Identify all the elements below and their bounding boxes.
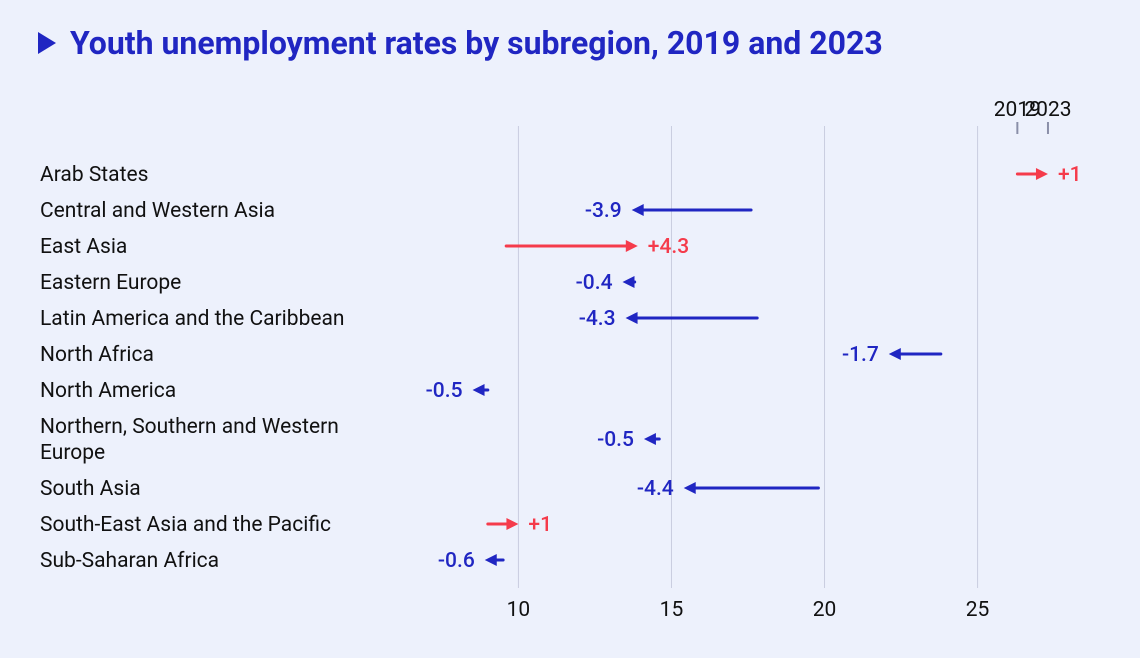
svg-text:South-East Asia and the Pacifi: South-East Asia and the Pacific xyxy=(40,513,331,537)
chart-plot-area: 1015202520192023Arab States+1Central and… xyxy=(40,100,1110,620)
svg-text:Eastern Europe: Eastern Europe xyxy=(40,271,181,295)
svg-text:-4.3: -4.3 xyxy=(579,307,616,331)
svg-text:South Asia: South Asia xyxy=(40,477,141,501)
chart-svg: 1015202520192023Arab States+1Central and… xyxy=(40,100,1110,620)
svg-text:-3.9: -3.9 xyxy=(585,199,622,223)
svg-text:Northern, Southern and Western: Northern, Southern and Western xyxy=(40,415,339,439)
svg-text:+4.3: +4.3 xyxy=(648,235,689,259)
triangle-marker-icon xyxy=(38,32,56,54)
svg-text:-1.7: -1.7 xyxy=(842,343,879,367)
svg-text:+1: +1 xyxy=(528,513,552,537)
svg-text:-0.4: -0.4 xyxy=(576,271,613,295)
svg-text:Europe: Europe xyxy=(40,441,105,465)
svg-text:+1: +1 xyxy=(1058,163,1082,187)
svg-text:North Africa: North Africa xyxy=(40,343,154,367)
svg-text:Arab States: Arab States xyxy=(40,163,148,187)
svg-text:Central and Western Asia: Central and Western Asia xyxy=(40,199,275,223)
svg-text:-4.4: -4.4 xyxy=(637,477,674,501)
svg-text:15: 15 xyxy=(660,598,684,622)
svg-text:East Asia: East Asia xyxy=(40,235,127,259)
svg-text:20: 20 xyxy=(813,598,837,622)
svg-text:North America: North America xyxy=(40,379,176,403)
svg-text:10: 10 xyxy=(507,598,531,622)
svg-text:-0.5: -0.5 xyxy=(426,379,463,403)
chart-title: Youth unemployment rates by subregion, 2… xyxy=(70,24,883,62)
svg-text:Latin America and the Caribbea: Latin America and the Caribbean xyxy=(40,307,345,331)
svg-text:25: 25 xyxy=(966,598,990,622)
svg-text:Sub-Saharan Africa: Sub-Saharan Africa xyxy=(40,549,219,573)
chart-title-row: Youth unemployment rates by subregion, 2… xyxy=(38,24,883,62)
chart-container: Youth unemployment rates by subregion, 2… xyxy=(0,0,1140,658)
svg-text:2023: 2023 xyxy=(1024,98,1071,122)
svg-text:-0.6: -0.6 xyxy=(438,549,475,573)
svg-text:-0.5: -0.5 xyxy=(597,428,634,452)
